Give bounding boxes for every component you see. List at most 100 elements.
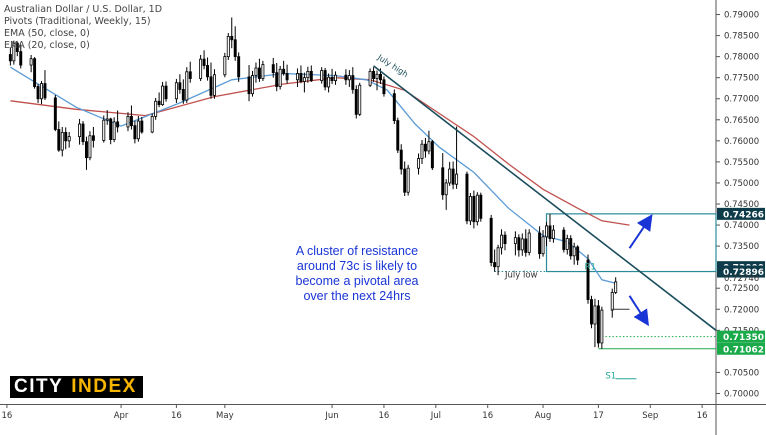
candle-body: [237, 56, 241, 78]
candle-body: [251, 75, 254, 95]
candle-body: [278, 68, 282, 87]
candle-body: [538, 232, 542, 255]
candle-body: [302, 77, 306, 82]
candle-body: [375, 73, 379, 79]
downtrend-line: [373, 65, 717, 331]
candle-body: [475, 194, 479, 223]
candle-body: [496, 247, 500, 268]
x-tick-label: 16: [697, 411, 708, 421]
candle-body: [285, 73, 289, 81]
y-tick-label: 0.77000: [724, 95, 759, 105]
legend-title: Australian Dollar / U.S. Dollar, 1D: [4, 4, 163, 15]
candle-body: [354, 89, 358, 115]
y-tick-label: 0.79000: [724, 11, 759, 21]
candle-body: [33, 58, 37, 87]
candle-body: [451, 168, 455, 185]
candle-body: [403, 168, 407, 193]
candle-body: [257, 67, 261, 79]
candle-body: [181, 89, 185, 101]
candle-body: [427, 141, 431, 152]
candle-body: [178, 82, 182, 90]
candle-body: [545, 225, 548, 238]
candle-body: [334, 74, 337, 82]
candle-body: [396, 120, 400, 151]
candle-body: [57, 129, 61, 151]
x-tick-label: 16: [379, 411, 390, 421]
y-tick-label: 0.72500: [724, 284, 759, 294]
candle-body: [572, 246, 576, 257]
candle-body: [102, 119, 106, 141]
candle-body: [493, 262, 497, 268]
candle-body: [43, 83, 47, 99]
candle-body: [136, 120, 140, 140]
candle-body: [254, 67, 258, 76]
candle-body: [129, 116, 133, 127]
candle-body: [517, 237, 521, 251]
candle-body: [344, 74, 348, 81]
price-label: 0.72746: [724, 274, 759, 284]
x-tick-label: 17: [593, 411, 604, 421]
candle-body: [351, 75, 355, 90]
candle-body: [472, 196, 476, 223]
candle-body: [91, 135, 95, 141]
candle-body: [306, 70, 310, 79]
candle-body: [500, 234, 504, 249]
candle-body: [441, 167, 445, 196]
price-badge: [717, 330, 765, 343]
y-tick-label: 0.74000: [724, 221, 759, 231]
candle-body: [479, 194, 483, 219]
y-tick-label: 0.74500: [724, 200, 759, 210]
candle-body: [188, 71, 192, 79]
candle-body: [154, 100, 158, 117]
candle-body: [444, 182, 448, 196]
candle-body: [541, 236, 545, 255]
candle-body: [323, 70, 327, 88]
candle-body: [19, 51, 23, 66]
y-tick-label: 0.73500: [724, 242, 759, 252]
candle-body: [85, 141, 88, 159]
price-badge: [717, 265, 765, 278]
candle-body: [226, 36, 230, 58]
candle-body: [468, 196, 472, 222]
candle-body: [78, 123, 82, 138]
candle-body: [109, 118, 113, 140]
candle-body: [406, 167, 410, 193]
candle-body: [105, 118, 109, 121]
y-tick-label: 0.75000: [724, 179, 759, 189]
legend-ema20: EMA (20, close, 0): [4, 40, 90, 51]
candle-body: [420, 143, 424, 159]
candle-body: [212, 74, 216, 96]
candle-body: [157, 100, 161, 106]
y-tick-label: 0.78000: [724, 53, 759, 63]
candle-body: [230, 36, 234, 41]
candle-body: [565, 238, 569, 250]
y-tick-label: 0.77500: [724, 74, 759, 84]
price-badge-label: 0.71062: [723, 345, 764, 355]
downside-arrow: [628, 295, 649, 327]
candle-body: [299, 73, 303, 82]
x-tick-label: Jul: [430, 411, 441, 421]
x-tick-label: Aug: [535, 411, 552, 421]
candle-body: [327, 76, 331, 88]
candle-body: [614, 281, 618, 293]
candle-body: [247, 76, 251, 95]
candle-body: [576, 246, 580, 261]
price-badge-label: 0.72896: [723, 268, 764, 278]
candle-body: [67, 136, 71, 142]
candle-body: [199, 58, 203, 79]
candle-body: [309, 70, 313, 82]
city-index-logo: CITY INDEX: [10, 376, 143, 398]
candle-body: [600, 309, 604, 344]
y-tick-label: 0.70000: [724, 389, 759, 399]
candle-body: [112, 121, 116, 140]
candle-body: [88, 135, 92, 159]
candle-body: [282, 68, 286, 74]
candle-body: [448, 168, 452, 184]
legend-pivots: Pivots (Traditional, Weekly, 15): [4, 16, 151, 27]
candle-body: [261, 64, 265, 79]
candle-body: [161, 85, 165, 106]
pivot-r1-label: R1: [585, 262, 596, 272]
candle-body: [64, 132, 68, 142]
candle-body: [593, 305, 597, 325]
